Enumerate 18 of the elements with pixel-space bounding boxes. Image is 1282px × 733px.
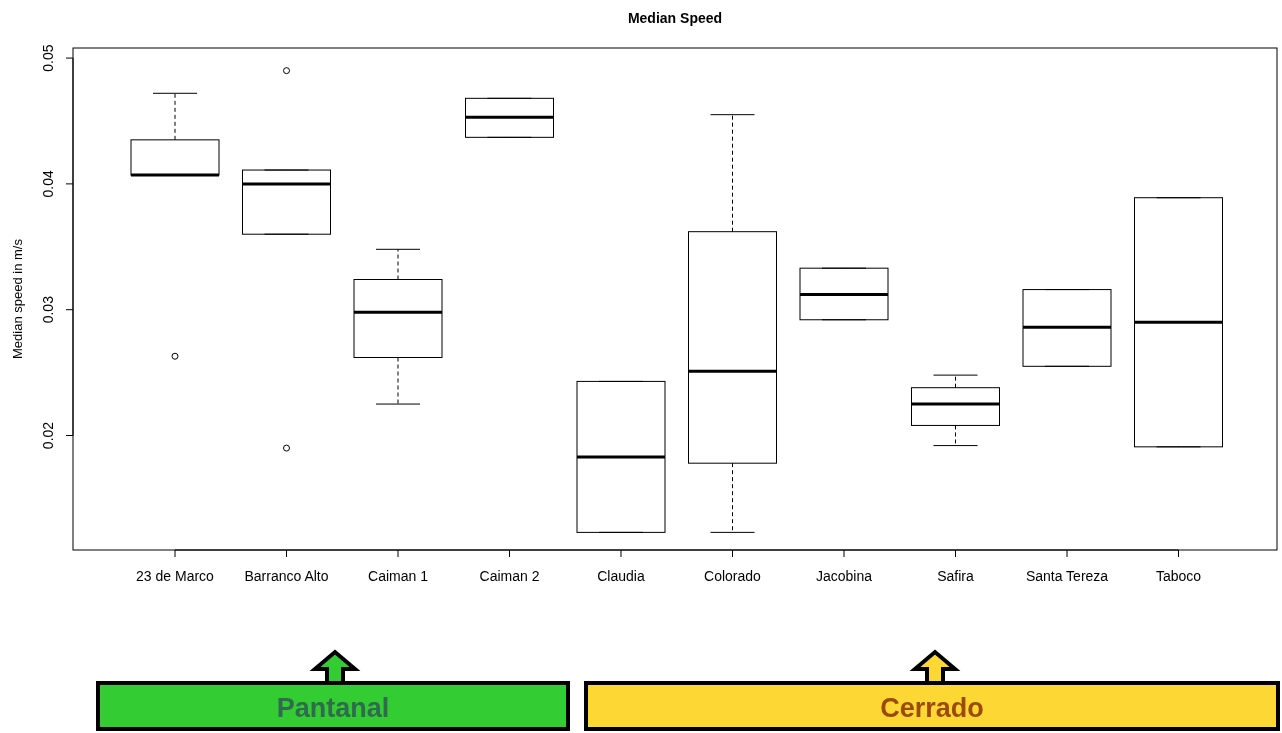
- y-tick-label: 0.04: [40, 170, 56, 198]
- x-tick-label: Caiman 1: [368, 568, 429, 584]
- y-tick-label: 0.05: [40, 44, 56, 72]
- x-tick-label: Claudia: [597, 568, 645, 584]
- y-axis-title: Median speed in m/s: [10, 238, 25, 359]
- x-tick-label: Santa Tereza: [1025, 568, 1109, 584]
- y-tick-label: 0.02: [40, 421, 56, 450]
- y-tick-label: 0.03: [40, 295, 56, 324]
- text: Pantanal: [276, 693, 390, 723]
- x-tick-label: Jacobina: [815, 568, 873, 584]
- x-tick-label: Caiman 2: [479, 568, 540, 584]
- x-tick-label: Taboco: [1155, 568, 1202, 584]
- chart-title: Median Speed: [627, 10, 723, 26]
- text: Cerrado: [880, 693, 984, 723]
- x-tick-label: Safira: [937, 568, 974, 584]
- x-tick-label: Barranco Alto: [244, 568, 329, 584]
- x-tick-label: 23 de Marco: [136, 568, 215, 584]
- x-tick-label: Colorado: [704, 568, 762, 584]
